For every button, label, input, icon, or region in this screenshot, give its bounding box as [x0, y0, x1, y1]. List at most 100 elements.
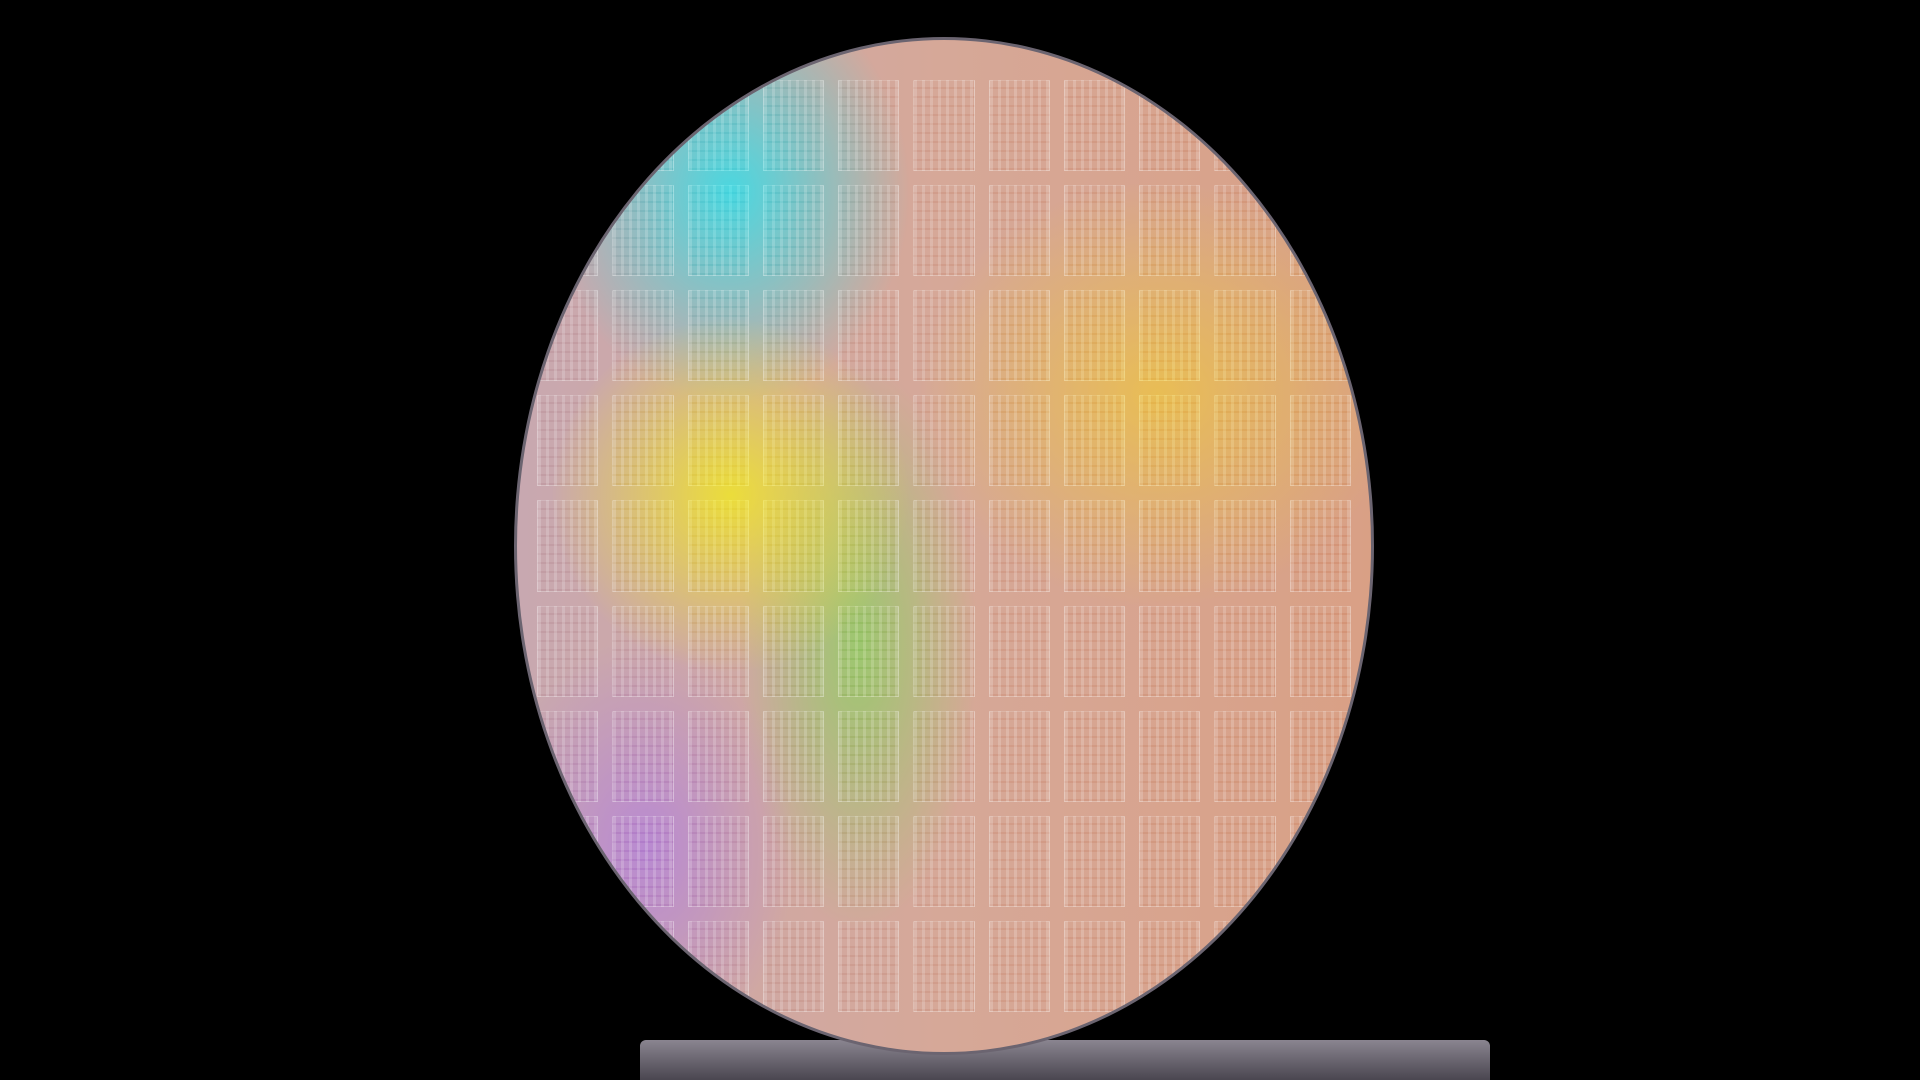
die: [1214, 500, 1276, 592]
die: [1289, 605, 1351, 697]
die: [1139, 500, 1201, 592]
die: [1214, 710, 1276, 802]
silicon-wafer: [514, 37, 1374, 1055]
die: [612, 395, 674, 487]
die: [1063, 290, 1126, 382]
die: [762, 710, 825, 802]
die: [913, 290, 975, 382]
die: [913, 920, 975, 1012]
die: [988, 290, 1050, 382]
die: [988, 605, 1050, 697]
die: [687, 605, 749, 697]
die: [1214, 395, 1276, 487]
die: [1214, 605, 1276, 697]
die: [1289, 710, 1351, 802]
die: [1063, 815, 1126, 907]
die: [838, 80, 900, 172]
die: [913, 80, 975, 172]
die: [1063, 185, 1126, 277]
die: [612, 815, 674, 907]
die: [1139, 185, 1201, 277]
die: [762, 815, 825, 907]
die: [913, 815, 975, 907]
die: [537, 920, 599, 1012]
die: [1063, 605, 1126, 697]
die: [537, 80, 599, 172]
die: [1214, 185, 1276, 277]
die: [838, 500, 900, 592]
die: [1063, 500, 1126, 592]
die: [762, 920, 825, 1012]
die: [537, 500, 599, 592]
die: [1139, 80, 1201, 172]
die: [913, 710, 975, 802]
die-grid: [517, 40, 1371, 1052]
die: [537, 290, 599, 382]
die: [1139, 605, 1201, 697]
die: [612, 920, 674, 1012]
die: [988, 710, 1050, 802]
die: [988, 815, 1050, 907]
die: [1139, 395, 1201, 487]
die: [687, 185, 749, 277]
die: [612, 185, 674, 277]
die: [1214, 290, 1276, 382]
die: [913, 500, 975, 592]
die: [537, 815, 599, 907]
die: [1063, 395, 1126, 487]
die: [687, 710, 749, 802]
die: [612, 605, 674, 697]
die: [537, 710, 599, 802]
die: [537, 395, 599, 487]
die: [988, 500, 1050, 592]
die: [762, 500, 825, 592]
die: [1289, 920, 1351, 1012]
die: [762, 290, 825, 382]
die: [838, 710, 900, 802]
die: [762, 80, 825, 172]
die: [1063, 80, 1126, 172]
die: [1289, 290, 1351, 382]
die: [988, 920, 1050, 1012]
die: [838, 290, 900, 382]
die: [913, 185, 975, 277]
die: [1063, 920, 1126, 1012]
die: [612, 80, 674, 172]
die: [687, 815, 749, 907]
die: [1139, 710, 1201, 802]
die: [687, 395, 749, 487]
die: [1214, 920, 1276, 1012]
die: [1289, 185, 1351, 277]
die: [913, 605, 975, 697]
die: [687, 500, 749, 592]
die: [687, 920, 749, 1012]
die: [988, 185, 1050, 277]
die: [687, 290, 749, 382]
die: [762, 605, 825, 697]
die: [612, 710, 674, 802]
die: [838, 185, 900, 277]
die: [1289, 80, 1351, 172]
die: [838, 920, 900, 1012]
die: [838, 605, 900, 697]
die: [1214, 815, 1276, 907]
die: [838, 395, 900, 487]
die: [1139, 920, 1201, 1012]
die: [762, 185, 825, 277]
die: [1139, 815, 1201, 907]
die: [612, 500, 674, 592]
die: [537, 185, 599, 277]
die: [612, 290, 674, 382]
die: [988, 395, 1050, 487]
die: [687, 80, 749, 172]
die: [1214, 80, 1276, 172]
die: [762, 395, 825, 487]
die: [1063, 710, 1126, 802]
die: [1139, 290, 1201, 382]
die: [537, 605, 599, 697]
die: [988, 80, 1050, 172]
die: [1289, 395, 1351, 487]
die: [838, 815, 900, 907]
die: [1289, 500, 1351, 592]
die: [1289, 815, 1351, 907]
